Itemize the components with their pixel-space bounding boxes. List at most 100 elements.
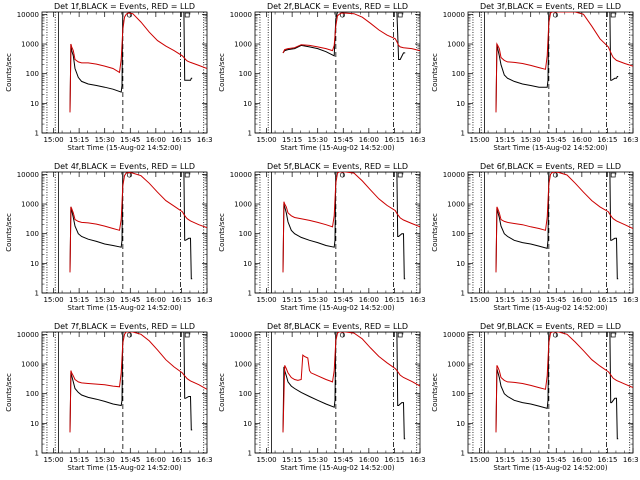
x-tick-label: 15:00 — [43, 456, 63, 464]
x-axis-label: Start Time (15-Aug-02 14:52:00) — [493, 144, 607, 152]
x-tick-label: 15:15 — [282, 136, 302, 144]
attenuator-marker-square — [397, 12, 403, 18]
y-tick-label: 10000 — [17, 331, 39, 339]
y-tick-label: 10000 — [17, 171, 39, 179]
plot-frame — [254, 331, 421, 454]
x-tick-label: 15:45 — [120, 296, 140, 304]
y-axis-label: Counts/sec — [5, 213, 13, 252]
y-tick-label: 100 — [26, 70, 39, 78]
detector-panel-2: Det 2f,BLACK = Events, RED = LLD 1 10 100 10… — [213, 0, 426, 160]
y-tick-label: 10 — [456, 260, 465, 268]
x-tick-label: 16:15 — [384, 136, 404, 144]
y-tick-label: 1000 — [21, 201, 39, 209]
y-tick-label: 10 — [243, 260, 252, 268]
series-line-lld — [282, 332, 420, 433]
x-tick-label: 16:00 — [572, 456, 592, 464]
series-line-lld — [495, 332, 633, 433]
y-tick-label: 100 — [26, 230, 39, 238]
y-tick-label: 10 — [456, 420, 465, 428]
y-tick-label: 1 — [35, 290, 39, 298]
x-tick-label: 15:15 — [69, 296, 89, 304]
chart-svg: Det 5f,BLACK = Events, RED = LLD 1 10 100 10… — [218, 162, 426, 312]
y-axis-label: Counts/sec — [218, 213, 226, 252]
series-line-events — [495, 332, 619, 440]
attenuator-marker-square — [184, 172, 190, 178]
chart-title: Det 2f,BLACK = Events, RED = LLD — [267, 2, 408, 11]
x-tick-label: 16:15 — [597, 136, 617, 144]
y-tick-label: 1000 — [234, 41, 252, 49]
y-tick-label: 1 — [461, 130, 465, 138]
y-tick-label: 100 — [239, 230, 252, 238]
x-tick-label: 16:15 — [597, 456, 617, 464]
series-line-lld — [69, 12, 207, 113]
series-line-events — [69, 12, 193, 113]
y-tick-label: 10000 — [17, 11, 39, 19]
y-tick-label: 10000 — [230, 11, 252, 19]
x-tick-label: 15:00 — [469, 136, 489, 144]
series-line-lld — [495, 12, 633, 113]
x-tick-label: 16:00 — [359, 296, 379, 304]
x-tick-label: 15:45 — [333, 136, 353, 144]
chart-svg: Det 3f,BLACK = Events, RED = LLD 1 10 100 10… — [431, 2, 639, 152]
x-tick-label: 15:15 — [69, 456, 89, 464]
y-tick-label: 10 — [30, 420, 39, 428]
attenuator-marker-square — [397, 172, 403, 178]
y-tick-label: 10 — [243, 420, 252, 428]
x-tick-label: 15:30 — [521, 456, 541, 464]
attenuator-marker-square — [610, 332, 616, 338]
y-tick-label: 1000 — [21, 361, 39, 369]
x-tick-label: 15:15 — [282, 296, 302, 304]
plot-frame — [467, 11, 634, 134]
detector-panel-7: Det 7f,BLACK = Events, RED = LLD 1 10 100 10… — [0, 320, 213, 480]
x-axis-label: Start Time (15-Aug-02 14:52:00) — [280, 144, 394, 152]
attenuator-marker-square — [184, 12, 190, 18]
chart-svg: Det 7f,BLACK = Events, RED = LLD 1 10 100 10… — [5, 322, 213, 472]
x-tick-label: 15:45 — [120, 136, 140, 144]
x-tick-label: 16:30 — [410, 136, 426, 144]
x-tick-label: 16:15 — [384, 296, 404, 304]
x-tick-label: 15:00 — [469, 456, 489, 464]
y-tick-label: 100 — [26, 390, 39, 398]
series-line-events — [282, 12, 406, 60]
y-tick-label: 10 — [30, 100, 39, 108]
plot-frame — [41, 331, 208, 454]
x-tick-label: 16:30 — [623, 456, 639, 464]
chart-svg: Det 2f,BLACK = Events, RED = LLD 1 10 100 10… — [218, 2, 426, 152]
x-tick-label: 15:00 — [256, 456, 276, 464]
detector-panel-1: Det 1f,BLACK = Events, RED = LLD 1 10 100 10… — [0, 0, 213, 160]
x-tick-label: 16:15 — [171, 296, 191, 304]
plot-frame — [41, 11, 208, 134]
x-tick-label: 15:45 — [546, 136, 566, 144]
series-line-events — [282, 332, 406, 440]
detector-panel-4: Det 4f,BLACK = Events, RED = LLD 1 10 100 10… — [0, 160, 213, 320]
attenuator-marker-square — [184, 332, 190, 338]
x-tick-label: 16:00 — [146, 136, 166, 144]
chart-svg: Det 8f,BLACK = Events, RED = LLD 1 10 100 10… — [218, 322, 426, 472]
x-tick-label: 15:15 — [495, 296, 515, 304]
x-tick-label: 16:30 — [197, 456, 213, 464]
plot-frame — [254, 11, 421, 134]
y-tick-label: 1000 — [21, 41, 39, 49]
chart-svg: Det 1f,BLACK = Events, RED = LLD 1 10 100 10… — [5, 2, 213, 152]
attenuator-marker-square — [610, 172, 616, 178]
x-tick-label: 15:30 — [521, 296, 541, 304]
x-axis-label: Start Time (15-Aug-02 14:52:00) — [67, 304, 181, 312]
x-tick-label: 15:30 — [308, 296, 328, 304]
y-tick-label: 1000 — [447, 41, 465, 49]
y-tick-label: 1000 — [447, 361, 465, 369]
x-tick-label: 16:00 — [359, 136, 379, 144]
detector-panel-6: Det 6f,BLACK = Events, RED = LLD 1 10 100 10… — [426, 160, 639, 320]
y-axis-label: Counts/sec — [5, 53, 13, 92]
x-axis-label: Start Time (15-Aug-02 14:52:00) — [280, 304, 394, 312]
series-line-lld — [69, 332, 207, 433]
x-tick-label: 15:30 — [521, 136, 541, 144]
detector-panel-9: Det 9f,BLACK = Events, RED = LLD 1 10 100 10… — [426, 320, 639, 480]
y-tick-label: 10000 — [443, 331, 465, 339]
chart-title: Det 3f,BLACK = Events, RED = LLD — [480, 2, 621, 11]
y-tick-label: 1 — [35, 450, 39, 458]
x-tick-label: 15:30 — [95, 136, 115, 144]
y-tick-label: 1 — [461, 450, 465, 458]
series-line-lld — [69, 172, 207, 273]
x-tick-label: 16:00 — [359, 456, 379, 464]
x-axis-label: Start Time (15-Aug-02 14:52:00) — [280, 464, 394, 472]
